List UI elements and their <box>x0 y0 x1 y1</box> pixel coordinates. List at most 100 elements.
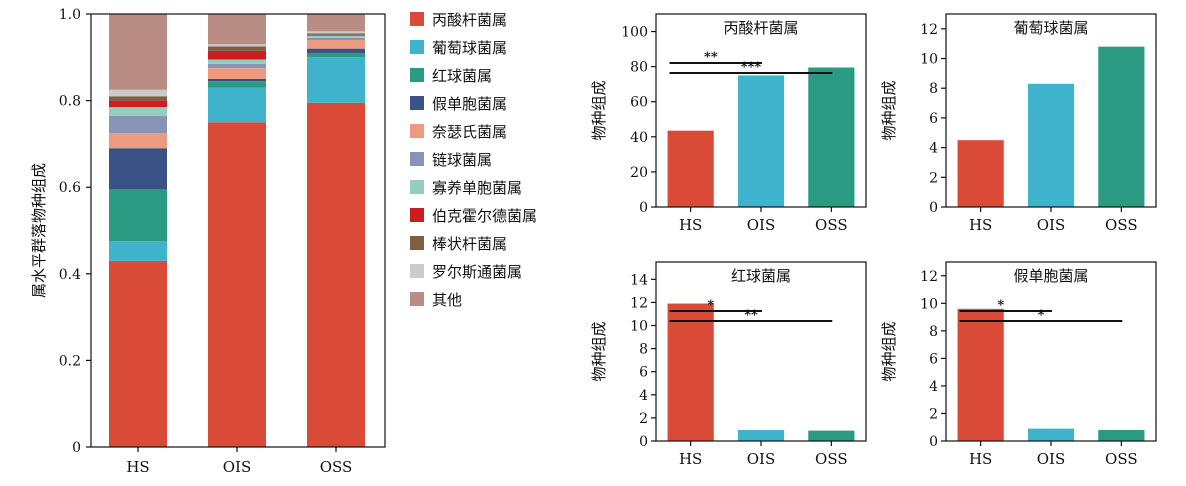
stacked-segment <box>208 81 266 88</box>
legend: 丙酸杆菌属葡萄球菌属红球菌属假单胞菌属奈瑟氏菌属链球菌属寡养单胞菌属伯克霍尔德菌… <box>410 11 537 309</box>
y-tick-label: 8 <box>929 324 938 340</box>
stacked-segment <box>307 52 365 58</box>
stacked-segment <box>307 39 365 49</box>
x-tick-label: OSS <box>1105 216 1138 234</box>
y-tick-label: 0 <box>929 434 938 450</box>
y-axis-label: 物种组成 <box>590 80 608 140</box>
x-tick-label: OIS <box>747 216 776 234</box>
x-tick-label: OSS <box>1105 450 1138 468</box>
significance-label: * <box>1038 308 1045 323</box>
y-tick-label: 4 <box>929 141 938 157</box>
y-tick-label: 8 <box>639 342 648 358</box>
significance-label: ** <box>744 308 758 323</box>
stacked-bar-OSS <box>307 14 365 447</box>
stacked-segment <box>109 241 167 261</box>
legend-swatch <box>410 124 424 138</box>
panel-title: 假单胞菌属 <box>1013 267 1088 285</box>
significance-label: *** <box>741 60 762 75</box>
legend-swatch <box>410 12 424 26</box>
stacked-segment <box>307 14 365 32</box>
legend-swatch <box>410 208 424 222</box>
stacked-bar-OIS <box>208 14 266 447</box>
y-tick-label: 0.8 <box>59 94 81 110</box>
y-tick-label: 80 <box>630 60 648 76</box>
y-tick-label: 12 <box>630 295 648 311</box>
y-tick-label: 6 <box>639 365 648 381</box>
y-tick-label: 0.2 <box>59 353 81 369</box>
x-tick-label: OSS <box>815 216 848 234</box>
stacked-segment <box>109 115 167 134</box>
bar-OIS <box>1027 428 1075 441</box>
stacked-segment <box>208 122 266 447</box>
bar-HS <box>957 308 1004 441</box>
stacked-segment <box>109 14 167 90</box>
y-tick-label: 10 <box>630 319 648 335</box>
x-tick-label: HS <box>679 216 702 234</box>
stacked-segment <box>109 100 167 108</box>
y-tick-label: 6 <box>929 351 938 367</box>
legend-swatch <box>410 68 424 82</box>
panel-title: 丙酸杆菌属 <box>723 19 798 37</box>
stacked-segment <box>208 63 266 69</box>
y-tick-label: 0 <box>929 200 938 216</box>
legend-label: 罗尔斯通菌属 <box>432 263 522 281</box>
y-tick-label: 0.6 <box>59 180 81 196</box>
y-tick-label: 10 <box>920 296 938 312</box>
bar-OSS <box>1098 46 1145 208</box>
y-tick-label: 60 <box>630 95 648 111</box>
y-tick-label: 4 <box>929 379 938 395</box>
x-tick-label: OIS <box>1037 216 1066 234</box>
bar-OSS <box>808 67 855 207</box>
x-tick-label: OIS <box>747 450 776 468</box>
panel-title: 红球菌属 <box>731 267 791 285</box>
legend-label: 假单胞菌属 <box>432 95 507 113</box>
y-tick-label: 0 <box>639 200 648 216</box>
stacked-segment <box>109 89 167 97</box>
y-tick-label: 0 <box>639 434 648 450</box>
stacked-segment <box>307 37 365 40</box>
stacked-bar-HS <box>109 14 167 447</box>
legend-label: 红球菌属 <box>432 67 492 85</box>
x-tick-label: OIS <box>1037 450 1066 468</box>
x-tick-label: OSS <box>320 458 353 476</box>
stacked-segment <box>208 78 266 82</box>
bar-OIS <box>1027 83 1075 207</box>
stacked-segment <box>307 35 365 38</box>
legend-label: 寡养单胞菌属 <box>432 179 522 197</box>
y-tick-label: 2 <box>929 170 938 186</box>
y-tick-label: 2 <box>929 406 938 422</box>
y-axis-label: 属水平群落物种组成 <box>30 163 48 298</box>
y-axis-label: 物种组成 <box>590 321 608 381</box>
y-tick-label: 0 <box>72 440 81 456</box>
legend-swatch <box>410 264 424 278</box>
bar-HS <box>667 130 714 207</box>
y-tick-label: 4 <box>639 388 648 404</box>
legend-swatch <box>410 180 424 194</box>
y-tick-label: 12 <box>920 22 938 38</box>
y-tick-label: 0.4 <box>59 267 81 283</box>
legend-swatch <box>410 40 424 54</box>
x-tick-label: HS <box>969 450 992 468</box>
significance-label: * <box>997 298 1004 313</box>
legend-swatch <box>410 152 424 166</box>
legend-swatch <box>410 236 424 250</box>
significance-label: * <box>707 298 714 313</box>
legend-swatch <box>410 292 424 306</box>
stacked-segment <box>307 48 365 53</box>
stacked-segment <box>208 59 266 64</box>
legend-swatch <box>410 96 424 110</box>
stacked-segment <box>208 44 266 47</box>
bar-OSS <box>1098 429 1145 441</box>
x-tick-label: OIS <box>223 458 252 476</box>
y-tick-label: 20 <box>630 165 648 181</box>
stacked-segment <box>208 46 266 51</box>
panel-4: 假单胞菌属 0 2 4 6 8 10 12 HS OIS OSS 物种组成 * * <box>880 261 1157 468</box>
stacked-segment <box>307 31 365 34</box>
bar-HS <box>957 140 1004 207</box>
bar-OIS <box>737 75 785 207</box>
y-tick-label: 10 <box>920 52 938 68</box>
panel-2: 葡萄球菌属 0 2 4 6 8 10 12 HS OIS OSS 物种组成 <box>880 13 1157 234</box>
stacked-segment <box>109 189 167 242</box>
